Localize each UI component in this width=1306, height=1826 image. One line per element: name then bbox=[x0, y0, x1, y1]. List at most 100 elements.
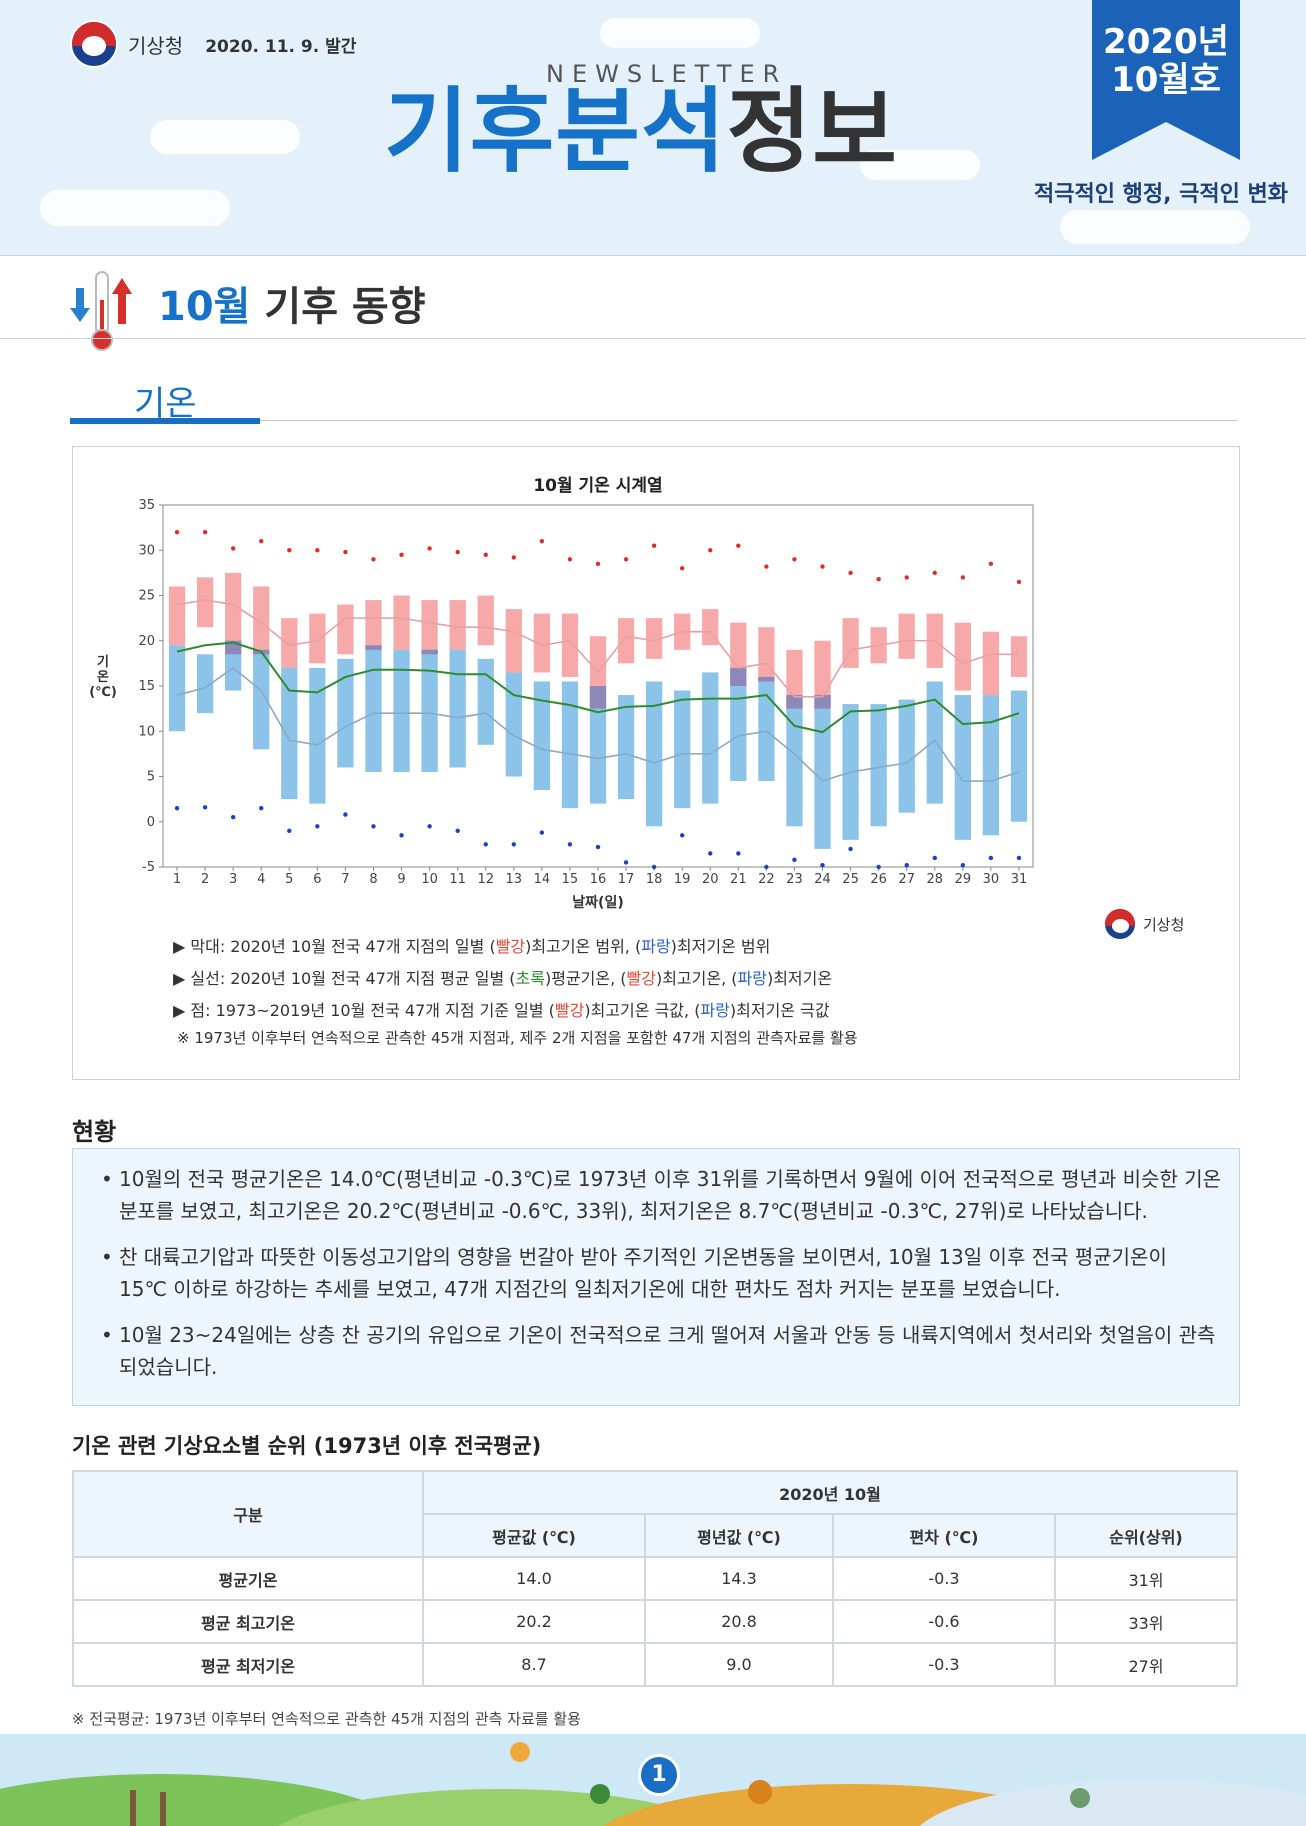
period-header: 2020년 10월 bbox=[422, 1470, 1238, 1515]
tab-active-indicator bbox=[70, 418, 260, 424]
y-tick-label: 25 bbox=[138, 589, 155, 604]
record-max-point bbox=[764, 564, 769, 569]
table-cell: 20.2 bbox=[422, 1599, 646, 1644]
min-range-bar bbox=[365, 645, 382, 772]
table-cell: 20.8 bbox=[644, 1599, 834, 1644]
max-range-bar bbox=[421, 600, 438, 655]
x-tick-label: 20 bbox=[702, 872, 719, 887]
x-tick-label: 1 bbox=[173, 872, 181, 887]
y-tick-label: 20 bbox=[138, 634, 155, 649]
min-range-bar bbox=[814, 695, 831, 849]
title-part-1: 기후분석 bbox=[384, 78, 727, 185]
row-label: 평균기온 bbox=[72, 1556, 424, 1601]
x-tick-label: 6 bbox=[313, 872, 321, 887]
section-title-rest: 기후 동향 bbox=[250, 284, 426, 330]
table-cell: -0.3 bbox=[832, 1642, 1056, 1687]
record-min-point bbox=[623, 860, 629, 865]
x-tick-label: 30 bbox=[983, 872, 1000, 887]
note-text: ▶ 막대: 2020년 10월 전국 47개 지점의 일별 ( bbox=[173, 937, 496, 956]
col-header: 편차 (℃) bbox=[832, 1513, 1056, 1558]
record-min-point bbox=[202, 805, 208, 810]
record-max-point bbox=[792, 557, 797, 562]
table-row: 평균 최저기온 8.7 9.0 -0.3 27위 bbox=[72, 1642, 1238, 1687]
record-max-point bbox=[343, 549, 348, 555]
record-max-point bbox=[511, 555, 517, 560]
legend-note-source: ※ 1973년 이후부터 연속적으로 관측한 45개 지점과, 제주 2개 지점… bbox=[177, 1029, 858, 1047]
record-max-point bbox=[427, 546, 432, 551]
record-max-point bbox=[455, 549, 460, 555]
min-range-bar bbox=[196, 654, 214, 714]
col-header: 순위(상위) bbox=[1054, 1513, 1238, 1558]
record-min-point bbox=[315, 824, 320, 829]
max-range-bar bbox=[505, 609, 522, 673]
y-tick-label: 0 bbox=[147, 815, 155, 830]
record-max-point bbox=[708, 548, 713, 553]
min-range-bar bbox=[253, 649, 270, 750]
y-tick-label: -5 bbox=[142, 860, 155, 875]
x-tick-label: 27 bbox=[898, 872, 915, 887]
note-red: 빨강 bbox=[554, 1001, 585, 1020]
record-min-point bbox=[988, 855, 994, 861]
min-range-bar bbox=[477, 658, 494, 745]
min-range-bar bbox=[589, 686, 607, 804]
min-range-bar bbox=[674, 690, 691, 809]
col-group-header: 구분 bbox=[72, 1470, 424, 1558]
min-range-bar bbox=[954, 695, 971, 840]
record-min-point bbox=[259, 805, 264, 811]
min-range-bar bbox=[449, 649, 466, 768]
note-text: )최저기온 범위 bbox=[670, 937, 771, 956]
mean-temp-line bbox=[176, 641, 1020, 734]
section-title-month: 10월 bbox=[158, 284, 251, 330]
record-min-point bbox=[736, 851, 741, 856]
record-min-point bbox=[820, 862, 825, 868]
max-range-bar bbox=[954, 622, 971, 691]
table-cell: 14.0 bbox=[422, 1556, 646, 1601]
x-tick-label: 17 bbox=[618, 872, 635, 887]
newsletter-header bbox=[0, 0, 1306, 256]
page-number: 1 bbox=[638, 1754, 680, 1796]
x-tick-label: 24 bbox=[814, 872, 831, 887]
status-bullet-3: 10월 23~24일에는 상층 찬 공기의 유입으로 기온이 전국적으로 크게 … bbox=[101, 1319, 1221, 1383]
min-range-bar bbox=[758, 676, 775, 782]
record-min-point bbox=[230, 815, 236, 820]
record-max-point bbox=[399, 552, 404, 557]
x-tick-label: 4 bbox=[257, 872, 265, 887]
section-title: 10월 기후 동향 bbox=[158, 274, 426, 332]
x-tick-label: 14 bbox=[534, 872, 551, 887]
record-min-point bbox=[932, 855, 937, 861]
y-axis-label: 기 온 (℃) bbox=[89, 655, 117, 700]
table-cell: 33위 bbox=[1054, 1599, 1238, 1644]
min-range-bar bbox=[786, 695, 803, 827]
record-max-point bbox=[848, 570, 853, 576]
x-tick-label: 7 bbox=[341, 872, 349, 887]
x-tick-label: 18 bbox=[646, 872, 663, 887]
x-tick-label: 13 bbox=[506, 872, 523, 887]
record-min-point bbox=[764, 864, 769, 870]
tab-temperature[interactable]: 기온 bbox=[134, 384, 197, 424]
chart-title: 10월 기온 시계열 bbox=[533, 476, 662, 496]
record-max-point bbox=[651, 543, 657, 548]
record-max-point bbox=[567, 557, 573, 562]
x-tick-label: 2 bbox=[201, 872, 209, 887]
x-tick-label: 11 bbox=[449, 872, 466, 887]
note-blue: 파랑 bbox=[641, 937, 671, 956]
x-tick-label: 31 bbox=[1011, 872, 1028, 887]
title-part-2: 정보 bbox=[726, 78, 898, 185]
record-max-point bbox=[287, 548, 292, 553]
kma-logo-icon bbox=[70, 20, 118, 68]
min-range-bar bbox=[645, 681, 663, 827]
col-header: 평균값 (℃) bbox=[422, 1513, 646, 1558]
record-max-point bbox=[259, 539, 264, 544]
y-tick-label: 15 bbox=[138, 679, 155, 694]
table-cell: 31위 bbox=[1054, 1556, 1238, 1601]
x-tick-label: 9 bbox=[397, 872, 405, 887]
max-range-bar bbox=[449, 600, 466, 650]
x-tick-label: 22 bbox=[758, 872, 775, 887]
x-tick-label: 12 bbox=[477, 872, 494, 887]
col-header: 평년값 (℃) bbox=[644, 1513, 834, 1558]
min-range-bar bbox=[702, 672, 719, 804]
kma-logo-small-icon bbox=[1103, 907, 1137, 941]
y-tick-label: 5 bbox=[147, 770, 155, 785]
min-range-bar bbox=[982, 695, 1000, 836]
